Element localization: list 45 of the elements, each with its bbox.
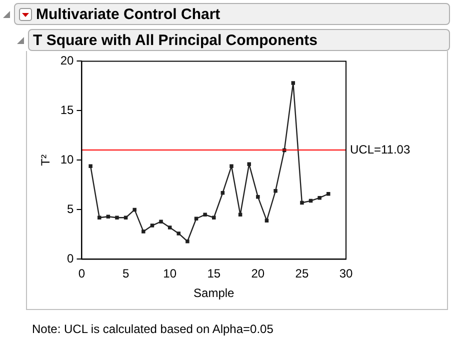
point: [186, 240, 190, 244]
point: [124, 216, 128, 220]
point: [326, 192, 330, 196]
point: [88, 164, 92, 168]
point: [159, 220, 163, 224]
y-tick-label: 20: [60, 54, 74, 68]
y-tick-label: 5: [67, 202, 74, 216]
point: [238, 212, 242, 217]
point: [308, 198, 313, 203]
y-tick-label: 0: [67, 252, 74, 266]
point: [291, 81, 296, 85]
point: [256, 194, 260, 199]
x-tick-label: 25: [295, 266, 309, 281]
point: [220, 190, 225, 195]
x-tick-label: 30: [339, 266, 353, 281]
x-tick-label: 5: [122, 266, 130, 281]
point: [176, 232, 181, 236]
point: [97, 216, 102, 220]
x-tick-label: 10: [163, 266, 177, 281]
ref-line-label: UCL=11.03: [350, 142, 410, 156]
point: [318, 196, 322, 200]
point: [247, 162, 251, 166]
y-tick-label: 10: [60, 152, 74, 167]
point: [106, 214, 110, 219]
point: [212, 216, 216, 220]
point: [194, 216, 198, 220]
chart-subtitle: T Square with All Principal Components: [33, 32, 318, 48]
point: [150, 224, 154, 228]
point: [115, 216, 119, 220]
point: [203, 212, 207, 217]
chart-title: Multivariate Control Chart: [36, 6, 220, 22]
text: Note: UCL is calculated based on Alpha=0.05: [32, 322, 274, 336]
y-tick-label: 15: [60, 103, 74, 118]
y-axis-title: T²: [38, 154, 53, 166]
x-axis-title: Sample: [194, 286, 235, 300]
point: [168, 226, 172, 230]
point: [274, 189, 278, 193]
point: [230, 164, 234, 168]
point: [142, 230, 146, 234]
point: [300, 200, 304, 205]
point: [264, 218, 269, 222]
point: [132, 208, 136, 212]
x-tick-label: 0: [78, 266, 86, 281]
x-tick-label: 15: [207, 266, 221, 281]
x-tick-label: 20: [251, 266, 265, 281]
